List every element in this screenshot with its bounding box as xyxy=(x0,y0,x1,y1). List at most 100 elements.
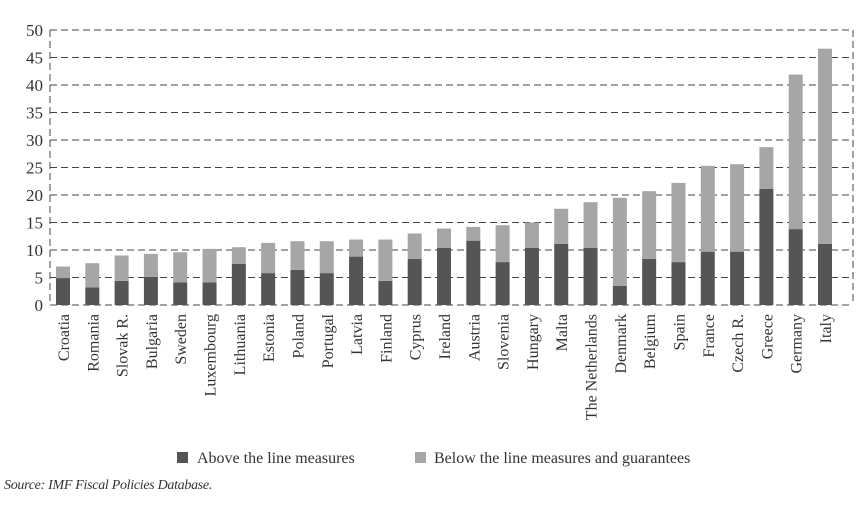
x-tick-label: Slovak R. xyxy=(115,314,132,377)
y-tick-label: 20 xyxy=(26,186,43,205)
x-tick-label: Ireland xyxy=(437,314,454,359)
x-tick-label: Belgium xyxy=(642,313,659,369)
bar-group xyxy=(231,247,246,305)
y-tick-label: 30 xyxy=(26,131,43,150)
bar-segment-below-line xyxy=(524,222,539,248)
bar-segment-below-line xyxy=(730,164,745,252)
bar-segment-above-line xyxy=(612,285,627,305)
x-tick-label: Portugal xyxy=(320,313,337,368)
bar-segment-above-line xyxy=(202,282,217,305)
bar-group xyxy=(612,197,627,305)
bar-segment-below-line xyxy=(554,208,569,244)
x-tick-label: Finland xyxy=(378,314,395,363)
y-tick-label: 50 xyxy=(26,21,43,40)
bar-group xyxy=(143,253,158,305)
x-tick-label: Estonia xyxy=(261,314,278,362)
bar-segment-below-line xyxy=(818,48,832,244)
bar-segment-below-line xyxy=(466,226,481,241)
bar-group xyxy=(349,239,364,305)
bar-segment-above-line xyxy=(495,262,510,305)
bar-group xyxy=(437,228,451,305)
y-tick-label: 5 xyxy=(35,269,44,288)
bar-segment-below-line xyxy=(319,241,334,274)
bar-segment-above-line xyxy=(524,247,539,305)
x-tick-label: Cyprus xyxy=(408,314,425,360)
x-tick-label: Germany xyxy=(789,314,806,374)
legend-swatch-above-line xyxy=(177,452,188,463)
y-tick-label: 15 xyxy=(26,214,43,233)
bar-segment-above-line xyxy=(173,282,188,305)
legend-swatch-below-line xyxy=(415,452,426,463)
bar-segment-above-line xyxy=(114,280,129,305)
y-tick-label: 10 xyxy=(26,241,43,260)
bar-segment-above-line xyxy=(56,278,70,305)
x-tick-label: Malta xyxy=(554,314,571,351)
bar-segment-below-line xyxy=(173,252,188,283)
bar-group xyxy=(759,147,774,305)
bar-segment-above-line xyxy=(466,240,481,305)
bar-group xyxy=(700,165,715,305)
bar-group xyxy=(495,225,510,305)
bar-group xyxy=(524,222,539,305)
bar-group xyxy=(56,266,70,305)
x-tick-label: Hungary xyxy=(525,314,542,370)
x-tick-label: Denmark xyxy=(613,314,630,374)
bar-group xyxy=(202,248,217,305)
x-tick-label: Bulgaria xyxy=(144,314,161,369)
bar-group xyxy=(407,233,422,305)
x-tick-label: France xyxy=(701,314,718,358)
legend-label-above-line: Above the line measures xyxy=(197,450,355,467)
bars xyxy=(56,48,832,305)
bar-segment-below-line xyxy=(700,165,715,252)
bar-segment-above-line xyxy=(583,247,598,305)
bar-group xyxy=(114,255,129,305)
y-tick-label: 0 xyxy=(35,296,44,315)
x-tick-label: Latvia xyxy=(349,314,366,355)
bar-segment-below-line xyxy=(583,202,598,248)
bar-segment-below-line xyxy=(56,266,70,279)
bar-segment-above-line xyxy=(319,273,334,305)
legend-label-below-line: Below the line measures and guarantees xyxy=(434,450,690,467)
bar-segment-above-line xyxy=(759,188,774,305)
bar-segment-above-line xyxy=(290,269,305,305)
x-tick-label: Sweden xyxy=(173,314,190,365)
bar-segment-below-line xyxy=(261,242,276,274)
bar-group xyxy=(85,263,100,305)
bar-segment-above-line xyxy=(818,243,832,305)
bar-segment-below-line xyxy=(378,239,393,281)
x-tick-label: Lithuania xyxy=(232,314,249,375)
gridlines xyxy=(49,29,854,306)
bar-segment-below-line xyxy=(612,197,627,286)
source-note: Source: IMF Fiscal Policies Database. xyxy=(4,478,213,493)
bar-segment-below-line xyxy=(642,191,657,259)
bar-segment-below-line xyxy=(349,239,364,257)
bar-group xyxy=(818,48,832,305)
bar-segment-below-line xyxy=(759,147,774,189)
bar-segment-below-line xyxy=(407,233,422,259)
bar-segment-above-line xyxy=(437,247,451,305)
bar-segment-above-line xyxy=(642,258,657,305)
y-tick-label: 25 xyxy=(26,159,43,178)
x-axis-labels: Croatia Romania Slovak R. Bulgaria Sweden Lux… xyxy=(56,313,835,420)
x-tick-label: Czech R. xyxy=(730,314,747,373)
bar-segment-below-line xyxy=(85,263,100,288)
bar-segment-below-line xyxy=(437,228,451,248)
bar-segment-above-line xyxy=(407,258,422,305)
legend: Above the line measures Below the line m… xyxy=(177,450,690,467)
x-tick-label: Italy xyxy=(818,314,835,343)
bar-segment-above-line xyxy=(554,243,569,305)
bar-group xyxy=(290,241,305,305)
bar-group xyxy=(319,241,334,305)
x-tick-label: Romania xyxy=(85,314,102,372)
bar-group xyxy=(788,74,803,305)
y-tick-label: 45 xyxy=(26,49,43,68)
bar-group xyxy=(554,208,569,305)
bar-segment-below-line xyxy=(290,241,305,270)
bar-segment-below-line xyxy=(788,74,803,230)
bar-segment-above-line xyxy=(378,280,393,305)
bar-group xyxy=(642,191,657,305)
bar-segment-below-line xyxy=(671,182,686,263)
x-tick-label: Slovenia xyxy=(496,314,513,370)
bar-segment-above-line xyxy=(700,251,715,305)
